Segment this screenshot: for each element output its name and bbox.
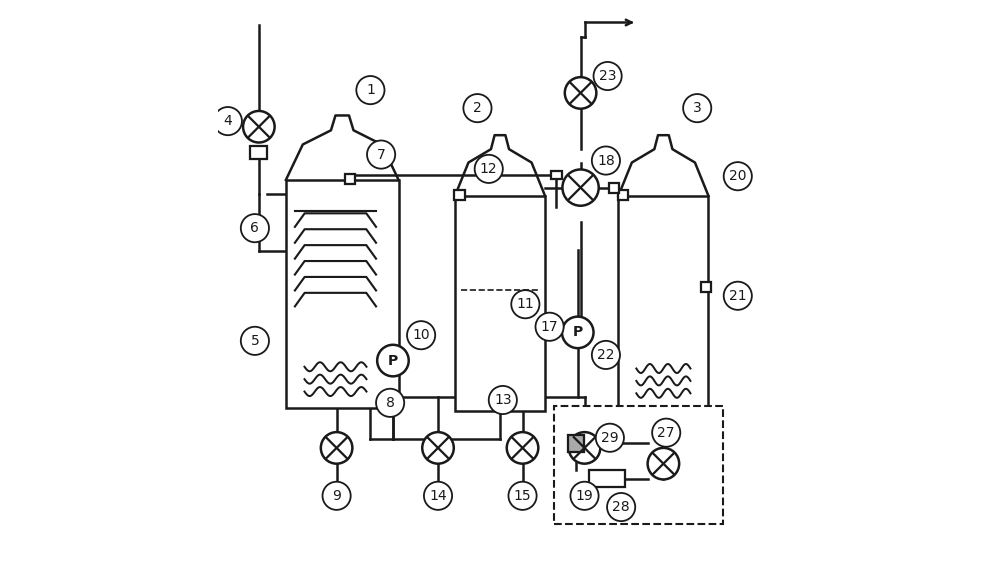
Bar (618, 196, 708, 411)
Circle shape (565, 77, 596, 109)
Bar (701, 282, 711, 292)
Text: 12: 12 (480, 162, 498, 176)
Circle shape (243, 111, 275, 142)
Text: 22: 22 (597, 348, 615, 362)
Text: 10: 10 (412, 328, 430, 342)
Bar (554, 406, 723, 524)
Text: 17: 17 (541, 320, 558, 334)
Circle shape (592, 341, 620, 369)
Text: P: P (388, 353, 398, 368)
Text: 6: 6 (250, 221, 259, 235)
Circle shape (724, 162, 752, 190)
Bar (609, 183, 619, 193)
Text: 27: 27 (657, 426, 675, 440)
Circle shape (407, 321, 435, 349)
Text: 13: 13 (494, 393, 512, 407)
Circle shape (463, 94, 492, 122)
Circle shape (535, 313, 564, 341)
Circle shape (562, 316, 594, 348)
Bar (454, 189, 465, 200)
Text: 2: 2 (473, 101, 482, 115)
Text: 14: 14 (429, 489, 447, 503)
Bar (250, 146, 267, 159)
Text: 20: 20 (729, 169, 747, 183)
Text: 15: 15 (514, 489, 531, 503)
Bar (568, 435, 584, 452)
Circle shape (377, 345, 409, 376)
Text: 4: 4 (223, 114, 232, 128)
Circle shape (562, 170, 599, 206)
Bar (455, 196, 545, 411)
Text: 9: 9 (332, 489, 341, 503)
Text: 3: 3 (693, 101, 702, 115)
Circle shape (507, 432, 538, 464)
Text: P: P (573, 325, 583, 339)
Circle shape (511, 290, 539, 318)
Circle shape (607, 493, 635, 521)
Circle shape (424, 482, 452, 510)
Circle shape (648, 448, 679, 480)
Circle shape (592, 146, 620, 175)
Circle shape (367, 141, 395, 168)
Circle shape (376, 389, 404, 417)
Text: 1: 1 (366, 83, 375, 97)
Text: 11: 11 (516, 297, 534, 311)
Circle shape (596, 424, 624, 452)
Circle shape (323, 482, 351, 510)
Bar (345, 174, 355, 184)
Circle shape (683, 94, 711, 122)
Bar (618, 189, 628, 200)
Circle shape (508, 482, 537, 510)
Text: 29: 29 (601, 431, 619, 445)
Bar (551, 171, 562, 179)
Circle shape (422, 432, 454, 464)
Text: 21: 21 (729, 289, 747, 303)
Circle shape (489, 386, 517, 414)
Circle shape (570, 482, 599, 510)
Bar (286, 180, 399, 409)
Circle shape (569, 432, 600, 464)
Circle shape (475, 155, 503, 183)
Circle shape (594, 62, 622, 90)
Circle shape (652, 419, 680, 447)
Circle shape (321, 432, 352, 464)
Circle shape (356, 76, 384, 104)
Bar (589, 471, 625, 487)
Circle shape (241, 214, 269, 242)
Text: 19: 19 (576, 489, 593, 503)
Text: 5: 5 (251, 334, 259, 348)
Circle shape (241, 327, 269, 355)
Text: 7: 7 (377, 147, 385, 162)
Text: 8: 8 (386, 396, 395, 410)
Text: 28: 28 (612, 500, 630, 514)
Text: 18: 18 (597, 154, 615, 167)
Text: 23: 23 (599, 69, 616, 83)
Circle shape (724, 282, 752, 310)
Circle shape (214, 107, 242, 135)
